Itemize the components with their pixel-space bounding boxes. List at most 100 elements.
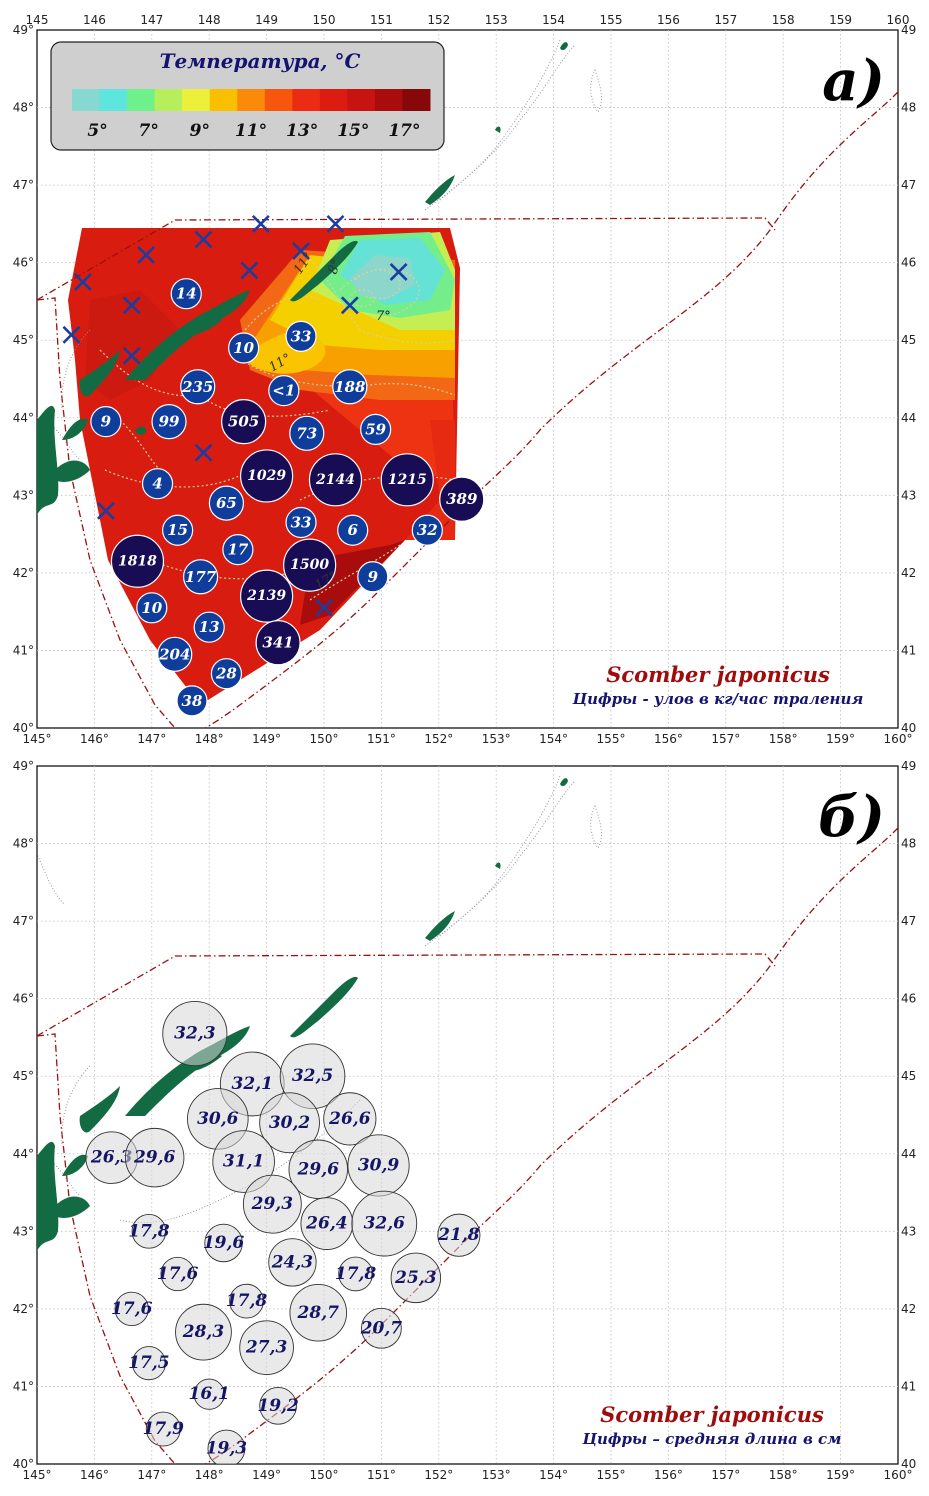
catch-value: 1215: [388, 472, 427, 488]
length-value: 16,1: [188, 1384, 229, 1404]
legend-swatch: [154, 89, 183, 111]
zone-border-lines: [37, 91, 898, 728]
legend-swatch: [237, 89, 266, 111]
length-circle: [288, 1139, 348, 1200]
length-circle: [131, 1346, 166, 1381]
panel-b-species: Scomber japonicus: [600, 1402, 824, 1427]
lon-tick-label: 149°: [252, 1468, 281, 1482]
legend-swatch: [182, 89, 211, 111]
length-value: 25,3: [394, 1268, 437, 1288]
catch-circle: [141, 468, 174, 500]
lon-top-tick-label: 160: [887, 13, 910, 27]
length-value: 17,8: [128, 1221, 170, 1241]
catch-circle: [240, 449, 294, 503]
length-value: 31,1: [223, 1152, 264, 1172]
catch-circle: [308, 453, 363, 507]
lon-tick-label: 156°: [654, 732, 683, 746]
lat-tick-label: 43°: [13, 488, 34, 502]
lon-tick-label: 155°: [597, 1468, 626, 1482]
catch-value: 13: [199, 618, 220, 636]
length-value: 17,9: [143, 1419, 185, 1439]
lon-top-tick-label: 153: [485, 13, 508, 27]
lat-right-tick-label: 46: [901, 992, 916, 1006]
length-circle: [160, 1256, 195, 1292]
legend-swatch: [374, 89, 403, 111]
lon-tick-label: 151°: [367, 1468, 396, 1482]
length-value: 28,7: [297, 1303, 340, 1323]
lon-tick-label: 148°: [195, 1468, 224, 1482]
lat-right-tick-label: 49: [901, 23, 916, 37]
panel-a-letter: а): [822, 48, 885, 114]
legend-label: 17°: [388, 121, 420, 141]
catch-circle: [151, 404, 187, 440]
legend-label: 13°: [286, 121, 318, 141]
lat-right-tick-label: 42: [901, 1302, 916, 1316]
length-value: 30,6: [197, 1109, 239, 1129]
length-value: 20,7: [360, 1318, 403, 1338]
length-value: 17,8: [226, 1291, 268, 1311]
length-circle: [242, 1174, 302, 1234]
catch-value: 99: [159, 413, 180, 431]
length-circles: 32,332,1 32,530,6 30,2 26,626,3 29,6 31,1 29,6…: [85, 1001, 481, 1496]
lat-tick-label: 40°: [13, 1457, 34, 1471]
lat-right-tick-label: 40: [901, 721, 916, 735]
lon-top-tick-label: 150: [313, 13, 336, 27]
catch-value: 341: [262, 634, 293, 652]
catch-circle: [193, 611, 225, 643]
lon-top-tick-label: 145: [26, 13, 49, 27]
length-value: 17,6: [157, 1264, 199, 1284]
lat-right-tick-label: 43: [901, 1224, 916, 1238]
zero-catch-x: [122, 296, 141, 315]
legend-swatch: [292, 89, 321, 111]
length-value: 26,6: [328, 1109, 371, 1129]
catch-circle: [289, 415, 325, 451]
legend-label: 5°: [87, 121, 107, 141]
catch-value: 1500: [290, 557, 329, 573]
catch-value: 188: [334, 378, 366, 396]
catch-value: 10: [141, 599, 162, 617]
lat-tick-label: 41°: [13, 643, 34, 657]
legend-swatch: [72, 89, 101, 111]
legend-label: 15°: [337, 121, 369, 141]
lon-top-tick-label: 148: [198, 13, 221, 27]
catch-circle: [380, 453, 434, 507]
catch-value: 32: [417, 521, 438, 539]
zero-catch-x: [389, 263, 408, 281]
lat-tick-label: 47°: [13, 914, 34, 928]
lat-right-tick-label: 48: [901, 837, 916, 851]
lon-tick-label: 155°: [597, 732, 626, 746]
length-value: 17,2: [154, 1481, 196, 1496]
catch-circle: [332, 369, 368, 405]
lat-tick-label: 43°: [13, 1224, 34, 1238]
panel-b-length-map: 32,332,1 32,530,6 30,2 26,626,3 29,6 31,1 29,6…: [13, 759, 917, 1496]
length-value: 26,3: [90, 1148, 133, 1168]
zero-catch-x: [315, 598, 333, 617]
lon-tick-label: 157°: [711, 732, 740, 746]
lon-top-tick-label: 154: [542, 13, 565, 27]
panel-b-caption: Цифры – средняя длина в см: [582, 1430, 842, 1448]
lon-tick-label: 146°: [80, 1468, 109, 1482]
length-value: 28,3: [182, 1322, 225, 1342]
temperature-legend: Температура, °C 5° 7° 9° 11° 13° 15° 17°: [50, 41, 445, 151]
catch-circle: [357, 561, 389, 593]
length-value: 24,3: [271, 1252, 314, 1272]
length-value: 17,8: [335, 1264, 377, 1284]
length-circle: [229, 1283, 264, 1319]
lon-tick-label: 151°: [367, 732, 396, 746]
length-circle: [124, 1127, 185, 1188]
length-value: 21,8: [437, 1225, 480, 1245]
length-value: 32,3: [174, 1024, 216, 1044]
lon-tick-label: 145°: [23, 1468, 52, 1482]
length-value: 27,3: [245, 1338, 288, 1358]
lat-tick-label: 45°: [13, 333, 34, 347]
lat-tick-label: 42°: [13, 566, 34, 580]
length-circle: [259, 1092, 320, 1154]
catch-circle: [182, 559, 219, 595]
length-circle: [207, 1429, 246, 1464]
length-value: 32,1: [232, 1074, 273, 1094]
catch-circle: [170, 278, 202, 310]
catch-value: 28: [215, 665, 237, 683]
length-value: 29,6: [133, 1148, 176, 1168]
